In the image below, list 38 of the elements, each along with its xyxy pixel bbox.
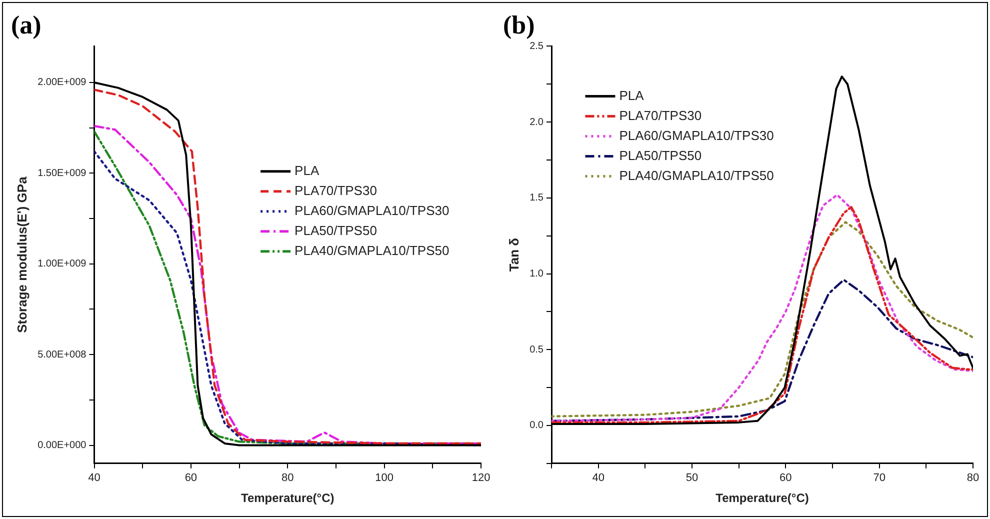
x-axis-title: Temperature(°C) [716, 491, 809, 506]
y-tick-label: 1.00E+009 [38, 258, 87, 270]
x-tick-label: 40 [592, 472, 604, 484]
y-axis-title: Storage modulus(E') GPa [14, 176, 30, 333]
y-tick-label: 2.0 [530, 116, 544, 128]
y-axis-title: Tan δ [506, 238, 522, 272]
x-tick-label: 80 [966, 472, 980, 484]
y-tick-label: 5.00E+008 [38, 349, 87, 360]
legend-label: PLA60/GMAPLA10/TPS30 [619, 128, 774, 143]
chart-title: (b) [503, 10, 535, 40]
legend-label: PLA50/TPS50 [619, 148, 702, 163]
x-tick-label: 60 [780, 472, 792, 484]
x-tick-label: 50 [686, 472, 698, 484]
y-tick-label: 1.0 [530, 268, 544, 280]
y-tick-label: 0.0 [530, 420, 544, 432]
line-series [552, 278, 973, 422]
x-tick-label: 60 [184, 472, 198, 484]
legend-label: PLA70/TPS30 [294, 182, 377, 198]
x-tick-label: 100 [375, 472, 394, 484]
x-tick-label: 70 [873, 472, 886, 484]
y-tick-label: 2.5 [530, 40, 544, 52]
y-tick-label: 0.00E+000 [38, 440, 87, 452]
x-tick-label: 120 [472, 472, 490, 484]
legend-label: PLA70/TPS30 [619, 108, 702, 123]
y-tick-label: 1.50E+009 [38, 168, 87, 179]
x-axis-title: Temperature(°C) [240, 491, 334, 506]
y-tick-label: 1.5 [530, 192, 544, 204]
legend-label: PLA [294, 162, 320, 178]
legend-label: PLA40/GMAPLA10/TPS50 [294, 242, 450, 258]
legend-label: PLA50/TPS50 [294, 222, 377, 238]
chart-title: (a) [11, 10, 42, 40]
x-tick-label: 40 [88, 472, 100, 484]
x-tick-label: 80 [282, 472, 294, 484]
y-tick-label: 2.00E+009 [38, 77, 87, 88]
legend-label: PLA [619, 88, 644, 103]
y-tick-label: 0.5 [530, 344, 544, 356]
legend-label: PLA60/GMAPLA10/TPS30 [294, 202, 450, 218]
legend-label: PLA40/GMAPLA10/TPS50 [619, 168, 774, 183]
